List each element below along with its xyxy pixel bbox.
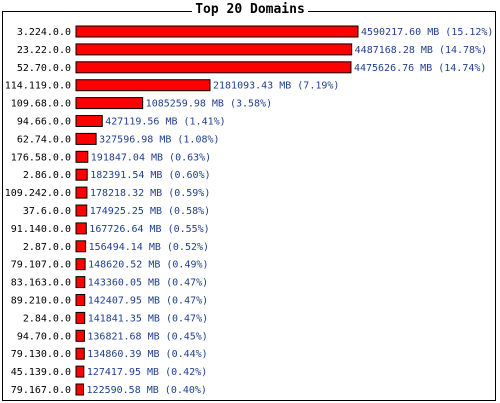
bar (75, 115, 103, 127)
category-label: 23.22.0.0 (17, 45, 71, 56)
bar (75, 365, 85, 378)
category-label: 2.84.0.0 (23, 313, 71, 324)
category-label: 2.86.0.0 (23, 170, 71, 181)
bar (75, 222, 87, 235)
category-label: 109.242.0.0 (5, 188, 71, 199)
value-label: 142407.95 MB (0.47%) (88, 296, 208, 307)
bar (75, 186, 88, 199)
value-label: 4487168.28 MB (14.78%) (355, 45, 487, 56)
bar (75, 347, 85, 360)
bar (75, 383, 85, 396)
bar (75, 150, 89, 163)
value-label: 174925.25 MB (0.58%) (90, 206, 210, 217)
category-label: 83.163.0.0 (11, 278, 71, 289)
category-label: 94.70.0.0 (17, 331, 71, 342)
category-label: 52.70.0.0 (17, 63, 71, 74)
value-label: 134860.39 MB (0.44%) (87, 349, 207, 360)
bar (75, 43, 353, 56)
value-label: 4475626.76 MB (14.74%) (354, 63, 486, 74)
bar (75, 240, 87, 253)
value-label: 143360.05 MB (0.47%) (88, 278, 208, 289)
value-label: 182391.54 MB (0.60%) (90, 170, 210, 181)
bar (75, 97, 144, 110)
category-label: 79.107.0.0 (11, 260, 71, 271)
category-label: 3.224.0.0 (17, 27, 71, 38)
value-label: 327596.98 MB (1.08%) (99, 134, 219, 145)
category-label: 114.119.0.0 (5, 81, 71, 92)
bar (75, 79, 211, 92)
bar (75, 25, 359, 38)
category-label: 91.140.0.0 (11, 224, 71, 235)
value-label: 427119.56 MB (1.41%) (105, 117, 225, 128)
value-label: 122590.58 MB (0.40%) (87, 385, 207, 396)
value-label: 127417.95 MB (0.42%) (87, 367, 207, 378)
category-label: 79.130.0.0 (11, 349, 71, 360)
value-label: 191847.04 MB (0.63%) (91, 152, 211, 163)
value-label: 136821.68 MB (0.45%) (87, 331, 207, 342)
value-label: 4590217.60 MB (15.12%) (361, 27, 493, 38)
category-label: 37.6.0.0 (23, 206, 71, 217)
bar (75, 276, 86, 289)
bar (75, 168, 88, 181)
category-label: 45.139.0.0 (11, 367, 71, 378)
bar (75, 294, 86, 306)
bar (75, 311, 86, 324)
chart-title: Top 20 Domains (192, 2, 308, 17)
category-label: 2.87.0.0 (23, 242, 71, 253)
category-label: 79.167.0.0 (11, 385, 71, 396)
bar (75, 329, 85, 342)
category-label: 89.210.0.0 (11, 296, 71, 307)
category-label: 94.66.0.0 (17, 117, 71, 128)
value-label: 156494.14 MB (0.52%) (89, 242, 209, 253)
value-label: 141841.35 MB (0.47%) (88, 313, 208, 324)
value-label: 1085259.98 MB (3.58%) (146, 99, 272, 110)
value-label: 167726.64 MB (0.55%) (89, 224, 209, 235)
bar (75, 258, 86, 271)
bar (75, 132, 97, 145)
bar (75, 61, 352, 74)
bar (75, 204, 88, 217)
category-label: 109.68.0.0 (11, 99, 71, 110)
category-label: 176.58.0.0 (11, 152, 71, 163)
value-label: 148620.52 MB (0.49%) (88, 260, 208, 271)
value-label: 2181093.43 MB (7.19%) (213, 81, 339, 92)
chart-title-wrap: Top 20 Domains (0, 2, 500, 18)
value-label: 178218.32 MB (0.59%) (90, 188, 210, 199)
category-label: 62.74.0.0 (17, 134, 71, 145)
